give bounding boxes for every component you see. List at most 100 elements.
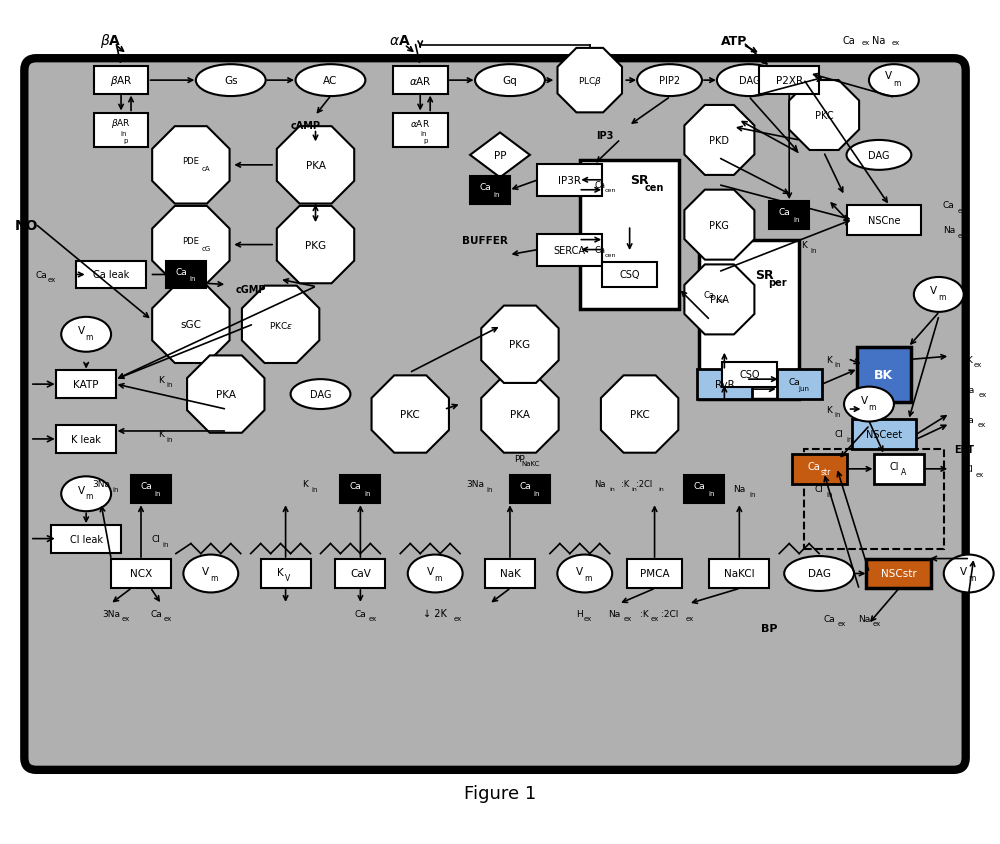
- Text: BK: BK: [874, 368, 893, 381]
- Ellipse shape: [61, 477, 111, 511]
- Bar: [537, 235, 602, 266]
- Text: PKC: PKC: [815, 111, 833, 121]
- Text: Ca: Ca: [963, 415, 975, 424]
- Text: in: in: [487, 486, 493, 492]
- Text: in: in: [749, 491, 756, 497]
- Text: NaK: NaK: [500, 569, 520, 579]
- Text: Ca: Ca: [823, 614, 835, 623]
- Text: Ca: Ca: [175, 268, 187, 277]
- Polygon shape: [481, 306, 559, 383]
- Text: :K: :K: [621, 479, 629, 489]
- Text: m: m: [968, 573, 975, 582]
- Text: NaKC: NaKC: [522, 460, 540, 467]
- Text: Ca: Ca: [704, 290, 715, 300]
- Polygon shape: [684, 265, 754, 335]
- Text: m: m: [938, 293, 945, 301]
- Text: Cl: Cl: [815, 484, 824, 494]
- Text: V: V: [930, 286, 937, 296]
- Text: Ca: Ca: [943, 201, 955, 210]
- Polygon shape: [470, 133, 530, 178]
- Text: PP: PP: [515, 455, 525, 464]
- Text: :2Cl: :2Cl: [661, 609, 678, 618]
- Text: str: str: [821, 468, 831, 477]
- Text: ex: ex: [958, 208, 966, 214]
- Text: NSCne: NSCne: [868, 215, 900, 225]
- Ellipse shape: [291, 380, 350, 409]
- Text: K: K: [158, 376, 164, 384]
- Bar: [627, 559, 682, 589]
- Bar: [874, 454, 924, 484]
- Text: m: m: [85, 492, 93, 500]
- Text: SR: SR: [630, 174, 649, 187]
- Text: Na: Na: [733, 484, 745, 494]
- Bar: [777, 370, 822, 399]
- Text: NaKCl: NaKCl: [724, 569, 755, 579]
- Text: Na: Na: [963, 385, 975, 394]
- Text: Na: Na: [872, 36, 886, 46]
- Text: IP3: IP3: [596, 131, 613, 141]
- Text: K: K: [826, 405, 832, 414]
- Ellipse shape: [637, 65, 702, 97]
- Text: ex: ex: [122, 615, 130, 622]
- Text: in: in: [121, 131, 127, 137]
- Text: jun: jun: [799, 386, 810, 392]
- Text: ex: ex: [974, 362, 982, 368]
- Text: p: p: [423, 138, 427, 143]
- Text: Gs: Gs: [224, 76, 238, 86]
- Text: V: V: [427, 565, 434, 576]
- Text: in: in: [420, 131, 426, 137]
- Text: m: m: [584, 573, 591, 582]
- Text: ex: ex: [978, 421, 986, 427]
- Text: cAMP: cAMP: [291, 121, 321, 131]
- Text: V: V: [78, 326, 85, 336]
- Text: in: in: [311, 486, 318, 492]
- Text: NCX: NCX: [130, 569, 152, 579]
- Ellipse shape: [717, 65, 782, 97]
- Text: K: K: [277, 567, 284, 576]
- Text: V: V: [576, 565, 583, 576]
- Text: in: in: [163, 541, 169, 547]
- Text: V: V: [202, 565, 209, 576]
- Text: Ca: Ca: [594, 246, 605, 255]
- Text: PKD: PKD: [709, 136, 729, 146]
- Polygon shape: [684, 106, 754, 176]
- Text: Ca: Ca: [140, 482, 152, 490]
- Text: m: m: [868, 402, 876, 411]
- Text: ex: ex: [873, 620, 881, 626]
- Bar: [804, 449, 944, 549]
- Text: 3Na: 3Na: [102, 609, 120, 618]
- Bar: [56, 425, 116, 453]
- Text: NSCeet: NSCeet: [866, 430, 902, 440]
- Text: ex: ex: [650, 615, 659, 622]
- Text: PKA: PKA: [306, 160, 326, 170]
- Text: Ca: Ca: [788, 377, 800, 387]
- Text: V: V: [960, 565, 967, 576]
- Polygon shape: [152, 127, 230, 204]
- Text: in: in: [793, 216, 799, 223]
- Text: in: in: [827, 491, 833, 497]
- Text: Ca leak: Ca leak: [93, 270, 129, 280]
- Polygon shape: [372, 376, 449, 453]
- Bar: [470, 176, 510, 204]
- Text: PDE: PDE: [182, 237, 199, 246]
- Text: $\beta$AR: $\beta$AR: [110, 74, 132, 88]
- Text: 3Na: 3Na: [466, 479, 484, 489]
- Text: K: K: [303, 479, 308, 489]
- Text: K: K: [158, 430, 164, 439]
- Text: :K: :K: [640, 609, 649, 618]
- Text: SR: SR: [755, 268, 774, 282]
- Text: cA: cA: [202, 165, 210, 171]
- Text: AC: AC: [323, 76, 338, 86]
- Text: NSCstr: NSCstr: [881, 569, 917, 579]
- Text: PMCA: PMCA: [640, 569, 669, 579]
- Text: ex: ex: [48, 277, 56, 283]
- Text: PKG: PKG: [305, 241, 326, 251]
- Text: per: per: [768, 279, 787, 288]
- Ellipse shape: [914, 278, 964, 312]
- Text: in: in: [610, 487, 616, 492]
- Text: ↓ 2K: ↓ 2K: [423, 609, 447, 619]
- Text: cen: cen: [645, 182, 664, 192]
- Text: PKA: PKA: [216, 390, 236, 399]
- Bar: [857, 348, 911, 402]
- Bar: [769, 202, 809, 230]
